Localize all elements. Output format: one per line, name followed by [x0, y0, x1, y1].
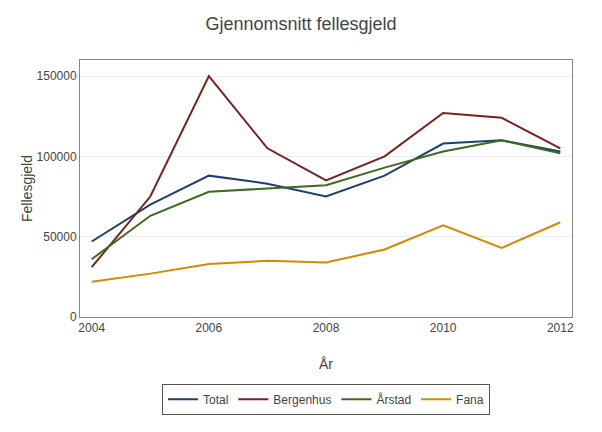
svg-text:2008: 2008 [313, 321, 340, 335]
svg-text:150000: 150000 [37, 69, 77, 83]
svg-text:0: 0 [70, 310, 77, 324]
svg-text:2012: 2012 [547, 321, 574, 335]
svg-text:Total: Total [203, 393, 228, 407]
svg-text:50000: 50000 [43, 230, 77, 244]
svg-text:2006: 2006 [196, 321, 223, 335]
svg-text:2004: 2004 [78, 321, 105, 335]
svg-text:100000: 100000 [37, 150, 77, 164]
svg-text:Bergenhus: Bergenhus [273, 393, 331, 407]
svg-text:Gjennomsnitt fellesgjeld: Gjennomsnitt fellesgjeld [205, 14, 396, 34]
svg-text:2010: 2010 [430, 321, 457, 335]
svg-text:Fellesgjeld: Fellesgjeld [19, 155, 35, 222]
svg-text:År: År [319, 356, 333, 372]
svg-text:Fana: Fana [456, 393, 484, 407]
svg-text:Årstad: Årstad [376, 392, 411, 407]
